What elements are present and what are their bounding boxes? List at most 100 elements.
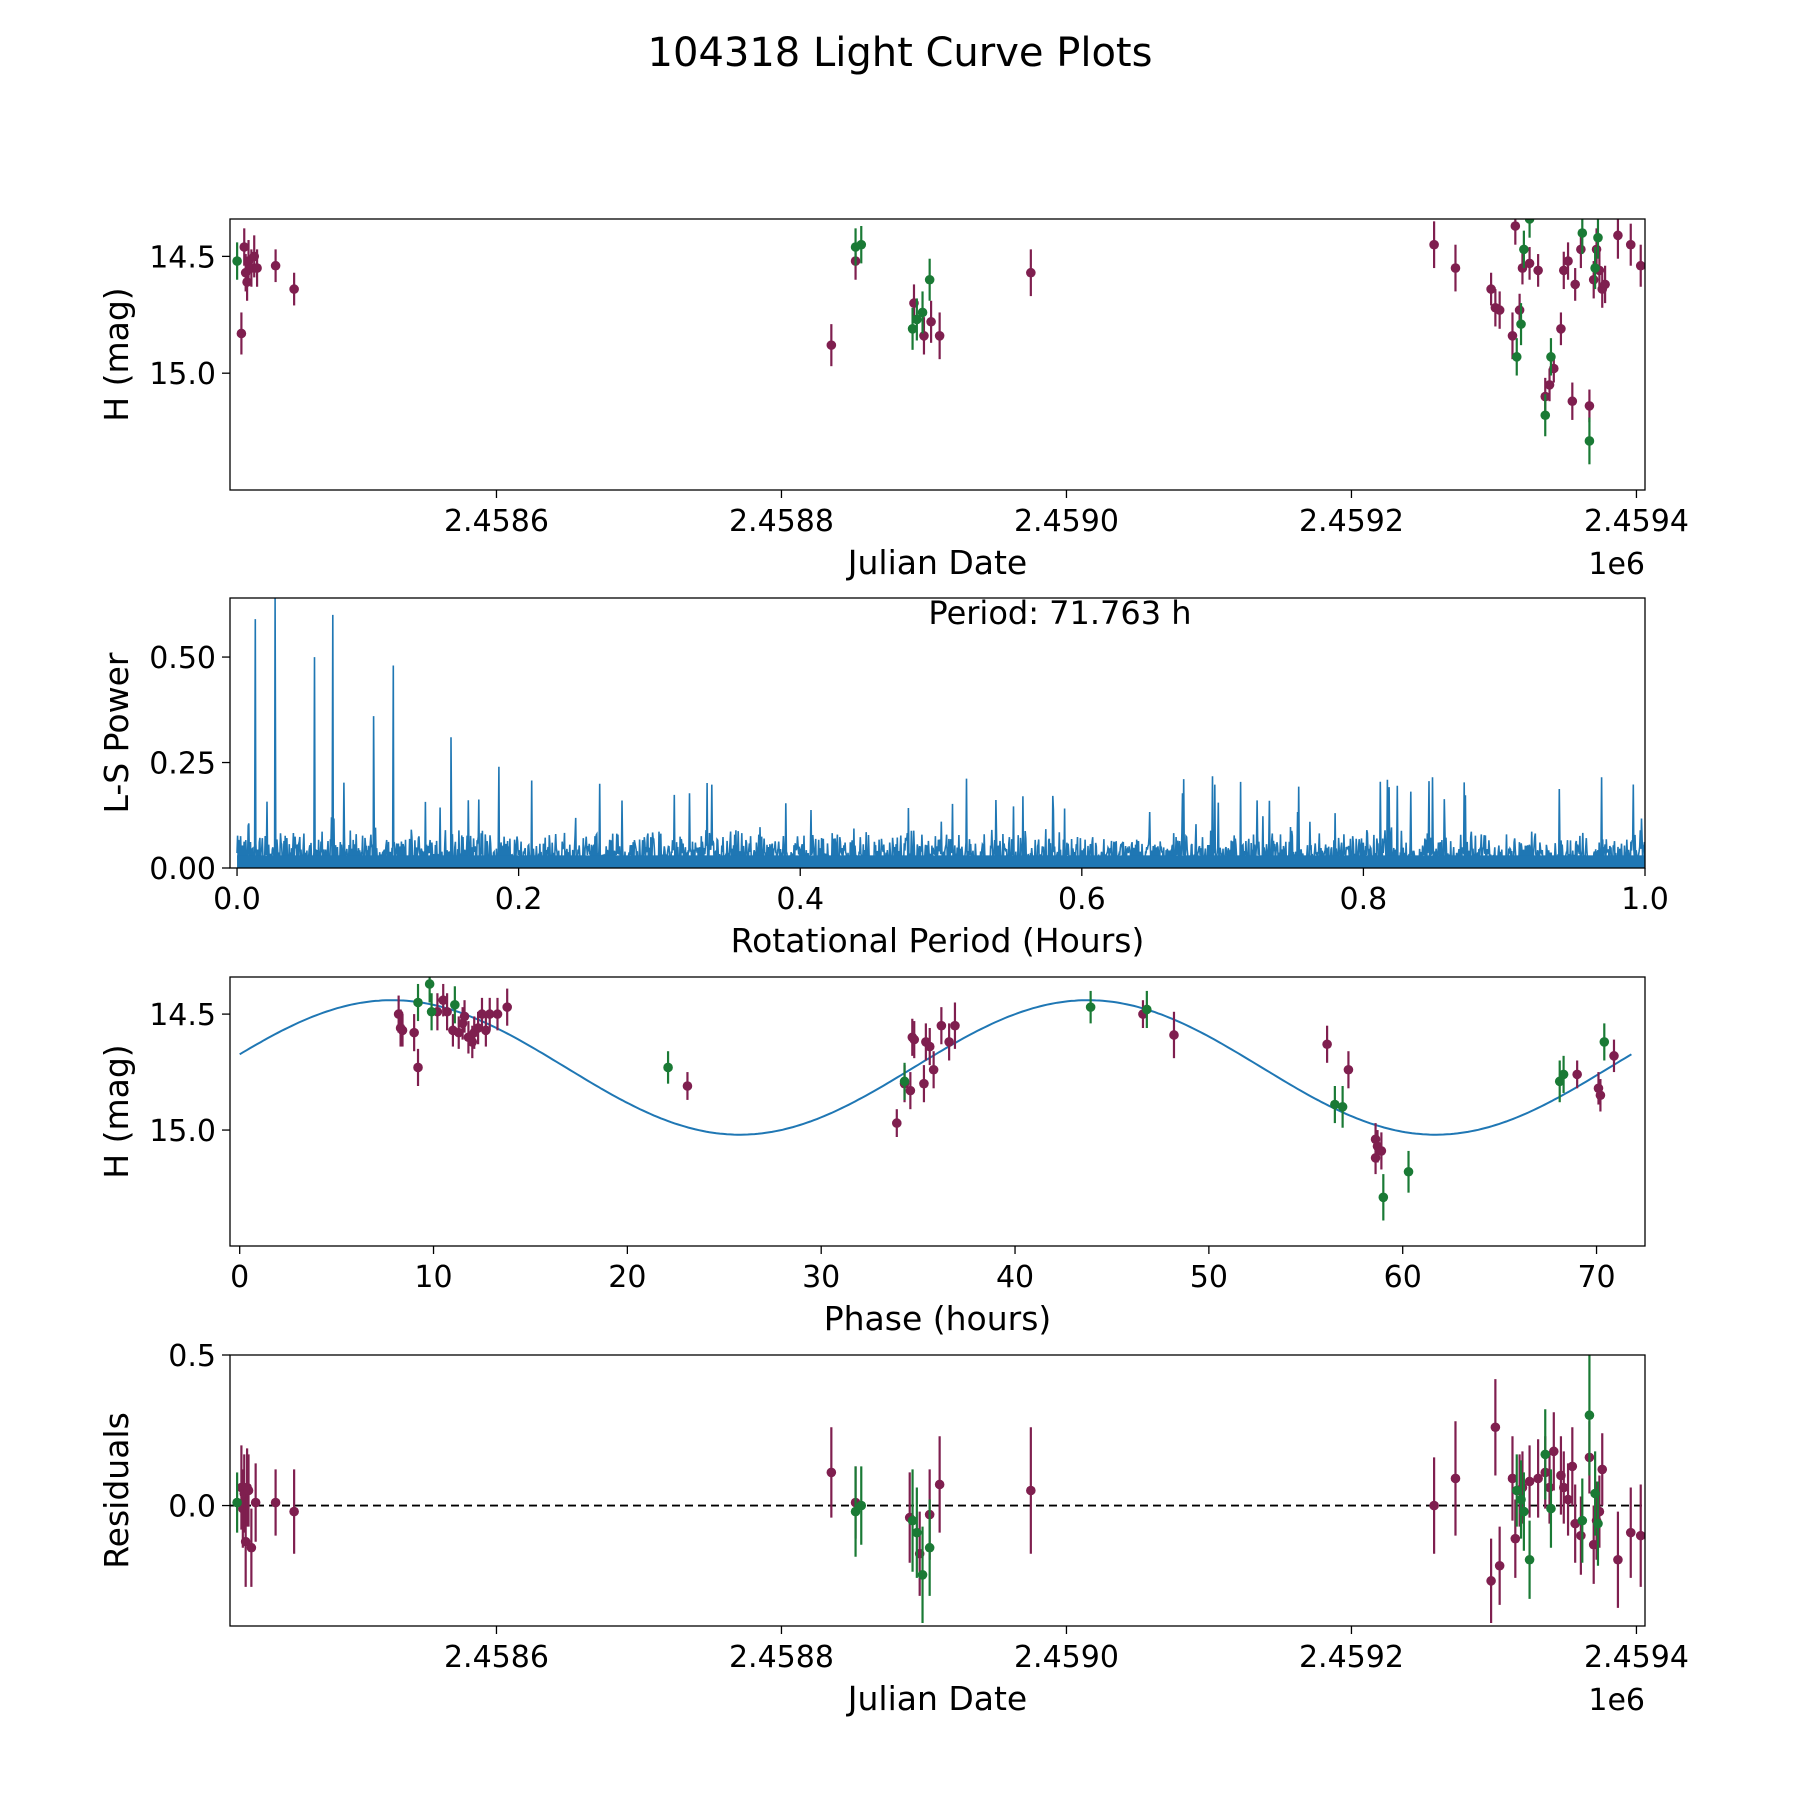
data-point <box>1593 1518 1603 1529</box>
data-point <box>1584 401 1595 411</box>
data-point <box>1085 1002 1096 1012</box>
x-tick-label: 70 <box>1577 1260 1615 1295</box>
data-point <box>1577 1515 1588 1526</box>
data-point <box>252 263 262 273</box>
data-point <box>1494 1560 1505 1571</box>
data-point <box>1429 1500 1439 1511</box>
data-point <box>924 274 935 285</box>
residuals-ticks: 2.4586 2.4588 2.4590 2.4592 2.4594 0.0 0.5 <box>168 1339 1689 1675</box>
data-point <box>905 1085 916 1096</box>
data-point <box>502 1002 512 1012</box>
data-point <box>270 260 281 271</box>
residuals-marks <box>230 1355 1645 1623</box>
data-point <box>1337 1102 1348 1112</box>
periodogram-axes-frame <box>229 597 1646 869</box>
data-point <box>1549 1446 1559 1457</box>
data-point <box>484 1009 495 1019</box>
residuals-ylabel: Residuals <box>97 1412 136 1569</box>
data-point <box>1524 1476 1535 1487</box>
data-point <box>1613 230 1623 241</box>
data-point <box>467 1037 478 1047</box>
data-point <box>1584 1410 1595 1421</box>
data-point <box>438 995 449 1005</box>
data-point <box>1563 256 1573 266</box>
data-point <box>450 1000 460 1010</box>
data-point <box>1450 263 1461 273</box>
x-tick-label: 0.8 <box>1340 882 1388 917</box>
data-point <box>289 1506 299 1517</box>
data-point <box>1519 244 1529 255</box>
model-curve <box>239 999 1632 1136</box>
y-tick-label: 0.50 <box>149 641 216 676</box>
data-point <box>919 1078 929 1089</box>
phased-marks <box>239 977 1632 1221</box>
data-point <box>1510 1533 1521 1544</box>
data-point <box>826 340 837 350</box>
data-point <box>481 1025 491 1036</box>
data-point <box>907 324 918 334</box>
data-point <box>924 1542 935 1553</box>
data-point <box>1609 1051 1619 1061</box>
data-point <box>1330 1099 1340 1110</box>
data-point <box>239 242 250 252</box>
x-tick-label: 2.4588 <box>729 504 834 539</box>
data-point <box>1558 265 1569 276</box>
data-point <box>928 1064 939 1075</box>
data-point <box>1507 1473 1518 1484</box>
data-point <box>1593 232 1603 243</box>
x-tick-label: 2.4586 <box>444 504 549 539</box>
residuals-axes-frame <box>229 1354 1646 1627</box>
data-point <box>236 328 247 339</box>
data-point <box>250 1497 261 1508</box>
data-point <box>1322 1039 1332 1050</box>
data-point <box>950 1020 960 1031</box>
data-point <box>232 256 242 266</box>
data-point <box>1507 331 1518 341</box>
data-point <box>1510 221 1521 231</box>
data-point <box>909 1034 920 1045</box>
data-point <box>936 1020 947 1031</box>
data-point <box>243 1485 254 1496</box>
data-point <box>1511 352 1522 362</box>
data-point <box>1378 1192 1389 1203</box>
data-point <box>912 1527 922 1538</box>
x-tick-label: 20 <box>608 1260 646 1295</box>
data-point <box>1558 1069 1569 1080</box>
data-point <box>459 1011 470 1022</box>
x-tick-label: 2.4594 <box>1584 1640 1689 1675</box>
x-tick-label: 0.0 <box>213 882 261 917</box>
lightcurve-ticks: 2.4586 2.4588 2.4590 2.4592 2.4594 14.5 15.0 <box>149 240 1689 539</box>
data-point <box>1524 1554 1535 1565</box>
data-point <box>1376 1146 1387 1156</box>
data-point <box>1567 396 1578 407</box>
x-tick-label: 0.6 <box>1058 882 1106 917</box>
lightcurve-ylabel: H (mag) <box>97 287 136 421</box>
data-point <box>477 1009 487 1019</box>
data-point <box>917 1570 928 1580</box>
data-point <box>1546 352 1556 362</box>
lightcurve-panel: 2.4586 2.4588 2.4590 2.4592 2.4594 14.5 15.0 J… <box>97 218 1689 582</box>
data-point <box>1588 274 1599 285</box>
data-point <box>424 979 435 989</box>
data-point <box>1558 1482 1569 1493</box>
data-point <box>492 1009 503 1019</box>
data-point <box>944 1037 954 1047</box>
data-point <box>1486 284 1496 294</box>
y-tick-label: 14.5 <box>149 240 216 275</box>
data-point <box>1403 1166 1414 1177</box>
lightcurve-marks <box>232 219 1645 465</box>
data-point <box>1572 1069 1582 1080</box>
data-point <box>1026 1485 1036 1496</box>
data-point <box>850 1506 861 1517</box>
data-point <box>663 1062 673 1073</box>
data-point <box>1635 260 1645 271</box>
data-point <box>442 1006 452 1017</box>
data-point <box>926 316 936 327</box>
data-point <box>270 1497 281 1508</box>
data-point <box>413 1062 423 1073</box>
data-point <box>1599 1037 1610 1047</box>
phased-ylabel: H (mag) <box>97 1044 136 1178</box>
data-point <box>413 997 423 1008</box>
data-point <box>1567 1461 1578 1472</box>
